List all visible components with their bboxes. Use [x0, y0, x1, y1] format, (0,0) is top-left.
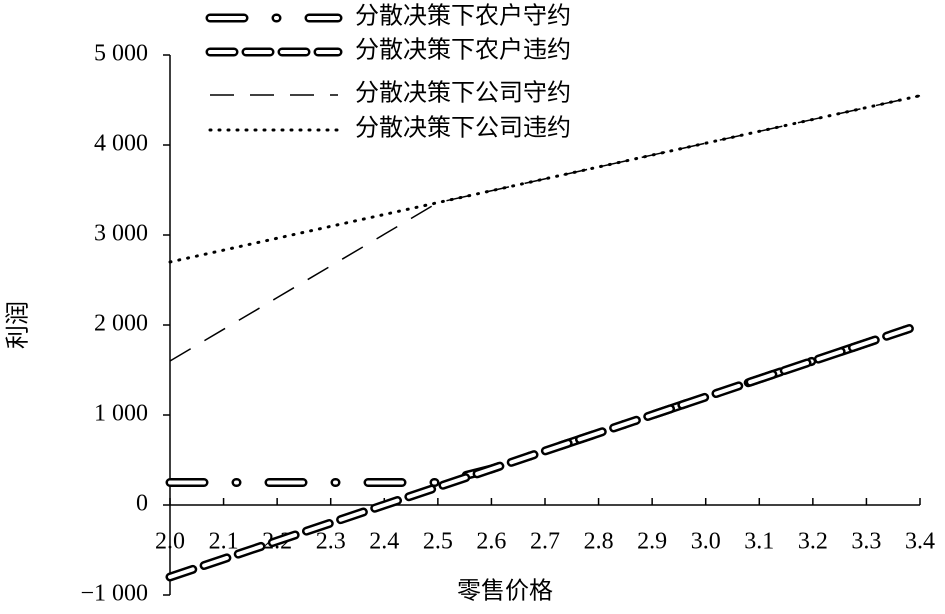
- line: [168, 94, 922, 264]
- y-tick-label: 2 000: [94, 311, 148, 337]
- legend-label: 分散决策下公司守约: [355, 80, 571, 107]
- x-tick-label: 2.7: [530, 529, 560, 555]
- x-tick-label: 3.1: [744, 529, 774, 555]
- legend-label: 分散决策下农户违约: [355, 37, 571, 64]
- y-tick-label: −1 000: [80, 581, 148, 607]
- legend-label: 分散决策下农户守约: [355, 3, 571, 30]
- line-inner: [168, 323, 922, 485]
- line: [169, 94, 921, 362]
- legend-label: 分散决策下公司违约: [355, 115, 571, 142]
- x-tick-label: 3.2: [798, 529, 828, 555]
- x-axis-label: 零售价格: [457, 578, 553, 605]
- y-axis-label: 利润: [5, 301, 32, 349]
- x-tick-label: 2.3: [316, 529, 346, 555]
- x-tick-label: 3.4: [905, 529, 935, 555]
- x-tick-label: 3.3: [851, 529, 881, 555]
- y-tick-label: 0: [136, 491, 148, 517]
- y-tick-label: 3 000: [94, 221, 148, 247]
- y-tick-label: 4 000: [94, 131, 148, 157]
- y-tick-label: 1 000: [94, 401, 148, 427]
- x-tick-label: 2.0: [155, 529, 185, 555]
- x-tick-label: 2.4: [369, 529, 399, 555]
- x-tick-label: 2.6: [476, 529, 506, 555]
- line: [165, 320, 925, 487]
- line-inner: [168, 323, 922, 579]
- x-tick-label: 2.8: [584, 529, 614, 555]
- x-tick-label: 2.9: [637, 529, 667, 555]
- x-tick-label: 2.5: [423, 529, 453, 555]
- y-tick-label: 5 000: [94, 41, 148, 67]
- x-tick-label: 2.1: [209, 529, 239, 555]
- x-tick-label: 3.0: [691, 529, 721, 555]
